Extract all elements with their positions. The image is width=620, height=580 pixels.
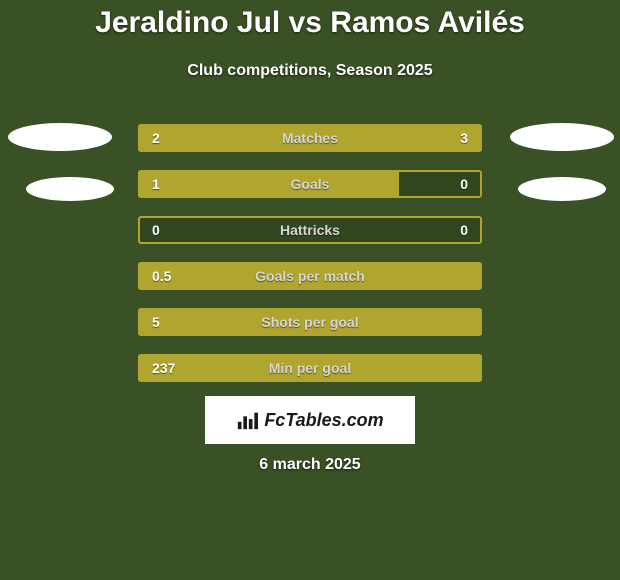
branding-text: FcTables.com	[264, 410, 383, 431]
page-subtitle: Club competitions, Season 2025	[0, 62, 620, 80]
stat-row: 23Matches	[138, 124, 482, 152]
stat-label: Hattricks	[138, 216, 482, 244]
footer-date: 6 march 2025	[0, 456, 620, 474]
stat-row: 00Hattricks	[138, 216, 482, 244]
bar-chart-icon	[236, 409, 258, 431]
stat-row: 10Goals	[138, 170, 482, 198]
infographic-canvas: Jeraldino Jul vs Ramos Avilés Club compe…	[0, 0, 620, 580]
stat-label: Goals	[138, 170, 482, 198]
stat-label: Goals per match	[138, 262, 482, 290]
page-title: Jeraldino Jul vs Ramos Avilés	[0, 6, 620, 40]
stat-row: 5Shots per goal	[138, 308, 482, 336]
stat-label: Min per goal	[138, 354, 482, 382]
stat-row: 0.5Goals per match	[138, 262, 482, 290]
stat-row: 237Min per goal	[138, 354, 482, 382]
stat-label: Shots per goal	[138, 308, 482, 336]
branding-box: FcTables.com	[205, 396, 415, 444]
player-left-badge-1	[8, 123, 112, 151]
player-right-badge-2	[518, 177, 606, 201]
stat-label: Matches	[138, 124, 482, 152]
player-left-badge-2	[26, 177, 114, 201]
player-right-badge-1	[510, 123, 614, 151]
